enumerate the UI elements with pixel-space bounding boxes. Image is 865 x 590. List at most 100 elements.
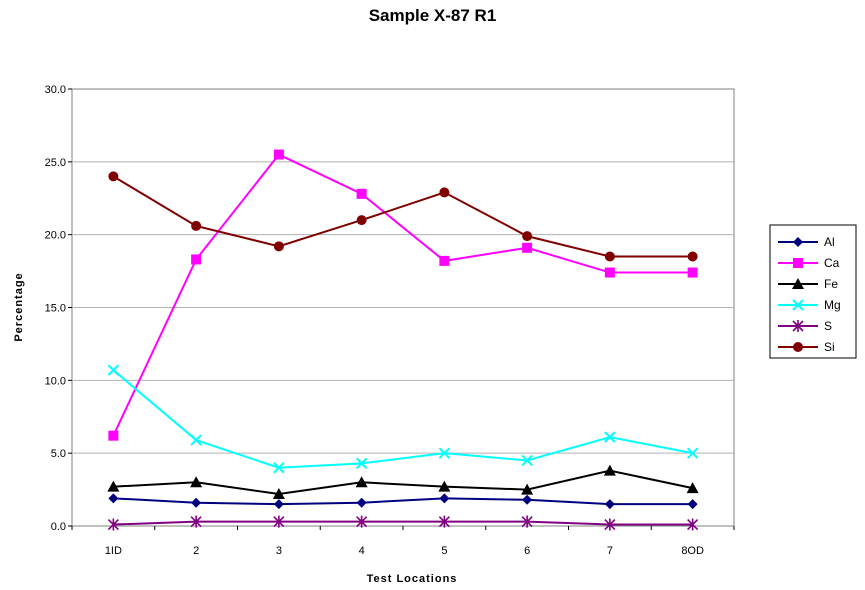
chart-title: Sample X-87 R1 — [368, 6, 497, 25]
legend-marker — [792, 278, 804, 289]
x-tick-label: 7 — [607, 545, 613, 557]
x-tick-label: 4 — [359, 545, 365, 557]
data-point-s — [273, 515, 285, 528]
legend-marker — [793, 342, 803, 352]
data-point-al — [687, 499, 698, 510]
data-point-al — [273, 499, 284, 510]
data-point-s — [190, 515, 202, 528]
data-point-si — [439, 187, 450, 198]
y-tick-label: 15.0 — [45, 303, 66, 315]
series-si — [108, 171, 698, 262]
legend-marker — [793, 258, 803, 268]
data-point-al — [522, 494, 533, 505]
data-point-ca — [604, 267, 615, 278]
data-point-al — [439, 493, 450, 504]
series-al — [108, 493, 698, 510]
legend-label: Fe — [824, 277, 838, 291]
y-axis-label: Percentage — [13, 272, 25, 341]
data-point-s — [438, 515, 450, 528]
legend-item-si: Si — [778, 340, 835, 354]
series-layer — [107, 149, 699, 531]
data-point-mg — [521, 454, 533, 467]
data-point-s — [107, 518, 119, 531]
x-tick-label: 6 — [524, 545, 530, 557]
data-point-ca — [191, 254, 202, 265]
data-point-al — [604, 499, 615, 510]
legend-item-al: Al — [778, 235, 835, 249]
y-tick-label: 5.0 — [51, 448, 66, 460]
data-point-si — [604, 251, 615, 262]
x-tick-label: 8OD — [681, 545, 704, 557]
data-point-fe — [355, 476, 368, 488]
legend-box — [769, 224, 857, 359]
data-point-mg — [190, 434, 202, 446]
x-axis-label: Test Locations — [367, 573, 458, 585]
legend-item-fe: Fe — [778, 277, 838, 291]
data-point-s — [687, 518, 699, 531]
x-tick-label: 1ID — [105, 545, 122, 557]
legend-item-mg: Mg — [778, 298, 841, 312]
data-point-fe — [603, 464, 616, 476]
legend-label: Mg — [824, 298, 841, 312]
data-point-si — [108, 171, 119, 182]
data-point-mg — [686, 447, 699, 459]
series-line-al — [113, 497, 693, 506]
series-line-s — [113, 520, 693, 526]
series-line-fe — [113, 469, 693, 495]
series-mg — [107, 364, 699, 474]
data-point-mg — [604, 431, 616, 443]
data-point-si — [273, 241, 284, 252]
data-point-si — [191, 220, 202, 231]
data-point-fe — [521, 483, 534, 495]
x-axis-ticks: 1ID 2 3 4 5 6 7 8OD — [71, 526, 735, 557]
data-point-si — [522, 231, 533, 242]
data-point-ca — [356, 188, 367, 199]
series-s — [107, 515, 699, 531]
data-point-mg — [273, 462, 285, 474]
legend-label: Si — [824, 340, 835, 354]
data-point-si — [356, 215, 367, 226]
series-ca — [108, 149, 698, 441]
y-tick-label: 20.0 — [45, 230, 66, 242]
y-tick-label: 0.0 — [51, 521, 66, 533]
data-point-ca — [108, 430, 119, 441]
series-line-mg — [112, 369, 693, 469]
legend-item-ca: Ca — [778, 256, 840, 270]
data-point-fe — [686, 482, 699, 494]
x-tick-label: 2 — [193, 545, 199, 557]
x-tick-label: 5 — [441, 545, 447, 557]
gridlines — [72, 161, 734, 454]
series-fe — [107, 464, 699, 499]
data-point-ca — [522, 242, 533, 253]
data-point-mg — [107, 364, 120, 376]
legend: Al Ca Fe Mg S Si — [769, 224, 857, 359]
y-tick-label: 25.0 — [45, 157, 66, 169]
data-point-fe — [438, 480, 451, 492]
data-point-si — [687, 251, 698, 262]
legend-item-s: S — [778, 319, 832, 333]
x-tick-label: 3 — [276, 545, 282, 557]
series-line-ca — [112, 153, 693, 437]
data-point-al — [191, 497, 202, 508]
y-tick-label: 10.0 — [45, 375, 66, 387]
data-point-mg — [438, 447, 451, 459]
series-line-si — [112, 175, 693, 258]
legend-marker — [792, 299, 804, 311]
data-point-fe — [107, 480, 120, 492]
y-tick-label: 30.0 — [45, 84, 66, 96]
data-point-s — [604, 518, 616, 531]
data-point-ca — [439, 255, 450, 266]
legend-label: S — [824, 319, 832, 333]
data-point-al — [108, 493, 119, 504]
legend-marker — [792, 320, 804, 332]
data-point-s — [521, 515, 533, 528]
data-point-ca — [273, 149, 284, 160]
data-point-al — [356, 497, 367, 508]
data-point-fe — [272, 487, 285, 499]
legend-label: Ca — [824, 256, 840, 270]
data-point-ca — [687, 267, 698, 278]
data-point-mg — [355, 457, 368, 470]
legend-marker — [793, 237, 803, 247]
data-point-fe — [190, 476, 203, 488]
